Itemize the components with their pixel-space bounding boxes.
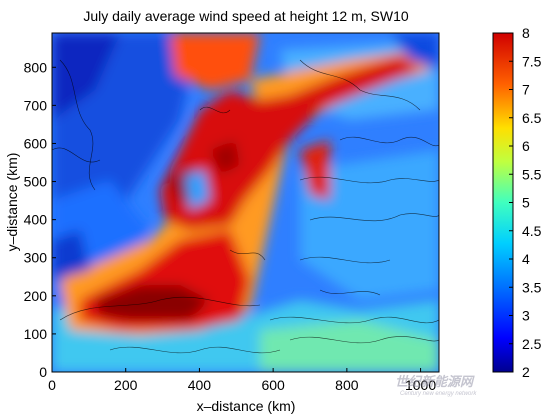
- colorbar-tick-label: 7.5: [522, 53, 542, 69]
- watermark-logo: 世纪新能源网: [395, 374, 475, 389]
- chart-title: July daily average wind speed at height …: [83, 8, 409, 24]
- y-tick-label: 0: [39, 364, 47, 380]
- colorbar-tick-label: 7: [522, 82, 530, 98]
- colorbar-ticks: 2 2.5 3 3.5 4 4.5 5 5.5 6 6.5 7 7.5 8: [509, 25, 542, 380]
- x-axis-ticks: 0 200 400 600 800 1000: [48, 368, 436, 393]
- x-axis-label: x–distance (km): [197, 398, 296, 414]
- x-tick-label: 1000: [405, 377, 436, 393]
- plot-frame: [51, 32, 440, 373]
- x-tick-label: 400: [188, 377, 212, 393]
- y-tick-label: 300: [24, 250, 48, 266]
- y-axis-label: y–distance (km): [4, 153, 20, 252]
- y-axis-ticks: 0 100 200 300 400 500 600 700 800: [24, 59, 56, 380]
- watermark-subtext: Century new energy network: [400, 391, 477, 397]
- y-tick-label: 800: [24, 59, 48, 75]
- colorbar-tick-label: 2.5: [522, 336, 542, 352]
- colorbar-tick-label: 2: [522, 364, 530, 380]
- colorbar-tick-label: 3.5: [522, 279, 542, 295]
- y-tick-label: 700: [24, 97, 48, 113]
- colorbar-tick-label: 6.5: [522, 110, 542, 126]
- colorbar-tick-label: 8: [522, 25, 530, 41]
- x-tick-label: 200: [114, 377, 138, 393]
- x-tick-label: 800: [335, 377, 359, 393]
- colorbar-tick-label: 4.5: [522, 223, 542, 239]
- y-tick-label: 500: [24, 174, 48, 190]
- colorbar-tick-label: 4: [522, 251, 530, 267]
- x-tick-label: 0: [48, 377, 56, 393]
- colorbar-tick-label: 5.5: [522, 166, 542, 182]
- y-tick-label: 400: [24, 212, 48, 228]
- y-tick-label: 100: [24, 326, 48, 342]
- y-tick-label: 600: [24, 135, 48, 151]
- x-tick-label: 600: [261, 377, 285, 393]
- y-tick-label: 200: [24, 288, 48, 304]
- colorbar-tick-label: 5: [522, 195, 530, 211]
- colorbar-tick-label: 3: [522, 308, 530, 324]
- colorbar-tick-label: 6: [522, 138, 530, 154]
- heatmap-plot-area: [52, 33, 439, 372]
